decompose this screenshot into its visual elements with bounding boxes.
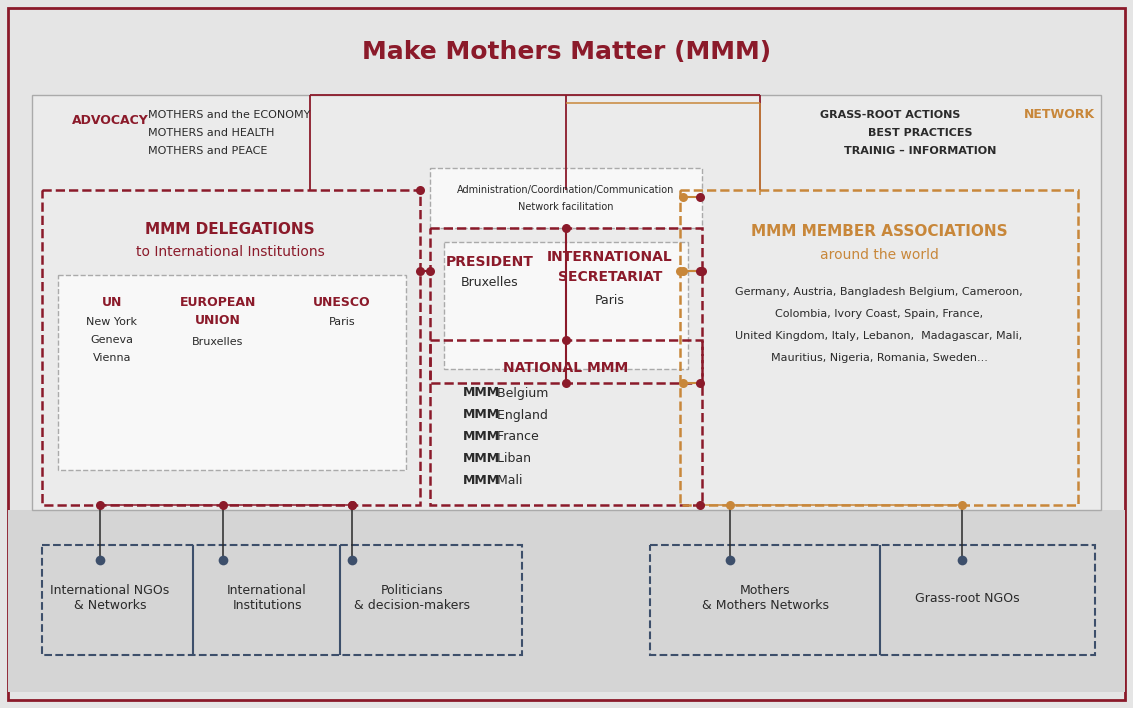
Text: Paris: Paris <box>595 294 625 307</box>
Text: MMM: MMM <box>463 474 500 488</box>
Text: MOTHERS and HEALTH: MOTHERS and HEALTH <box>148 128 274 138</box>
Bar <box>42 545 522 655</box>
Text: Paris: Paris <box>329 317 356 327</box>
Text: to International Institutions: to International Institutions <box>136 245 324 259</box>
Text: Germany, Austria, Bangladesh Belgium, Cameroon,: Germany, Austria, Bangladesh Belgium, Ca… <box>735 287 1023 297</box>
Text: Vienna: Vienna <box>93 353 131 363</box>
Text: BEST PRACTICES: BEST PRACTICES <box>868 128 972 138</box>
Text: Belgium: Belgium <box>493 387 548 399</box>
Text: Network facilitation: Network facilitation <box>518 202 614 212</box>
Text: MMM: MMM <box>463 452 500 465</box>
Text: Mothers
& Mothers Networks: Mothers & Mothers Networks <box>701 584 828 612</box>
Text: TRAINIG – INFORMATION: TRAINIG – INFORMATION <box>844 146 996 156</box>
Text: MMM DELEGATIONS: MMM DELEGATIONS <box>145 222 315 237</box>
Text: Grass-root NGOs: Grass-root NGOs <box>914 591 1020 605</box>
Text: Geneva: Geneva <box>91 335 134 345</box>
Text: MOTHERS and PEACE: MOTHERS and PEACE <box>148 146 267 156</box>
Bar <box>42 190 420 505</box>
Text: Make Mothers Matter (MMM): Make Mothers Matter (MMM) <box>361 40 772 64</box>
Text: United Kingdom, Italy, Lebanon,  Madagascar, Mali,: United Kingdom, Italy, Lebanon, Madagasc… <box>735 331 1023 341</box>
Text: MMM MEMBER ASSOCIATIONS: MMM MEMBER ASSOCIATIONS <box>751 224 1007 239</box>
Text: GRASS-ROOT ACTIONS: GRASS-ROOT ACTIONS <box>819 110 960 120</box>
Text: International
Institutions: International Institutions <box>227 584 307 612</box>
Text: New York: New York <box>86 317 137 327</box>
Text: SECRETARIAT: SECRETARIAT <box>557 270 662 284</box>
Text: NETWORK: NETWORK <box>1024 108 1094 122</box>
Text: France: France <box>493 430 539 443</box>
Text: MMM: MMM <box>463 409 500 421</box>
Text: EUROPEAN: EUROPEAN <box>180 295 256 309</box>
Text: International NGOs
& Networks: International NGOs & Networks <box>50 584 170 612</box>
Text: England: England <box>493 409 548 421</box>
Text: Administration/Coordination/Communication: Administration/Coordination/Communicatio… <box>458 185 674 195</box>
Bar <box>58 275 406 470</box>
Bar <box>431 168 702 228</box>
Text: Bruxelles: Bruxelles <box>461 277 519 290</box>
Text: ADVOCACY: ADVOCACY <box>73 113 148 127</box>
Text: PRESIDENT: PRESIDENT <box>446 255 534 269</box>
Text: Bruxelles: Bruxelles <box>193 337 244 347</box>
Bar <box>431 228 702 383</box>
Bar <box>650 545 1094 655</box>
Text: NATIONAL MMM: NATIONAL MMM <box>503 361 629 375</box>
Text: Colombia, Ivory Coast, Spain, France,: Colombia, Ivory Coast, Spain, France, <box>775 309 983 319</box>
Text: UN: UN <box>102 295 122 309</box>
Bar <box>680 190 1077 505</box>
Text: Liban: Liban <box>493 452 531 465</box>
Text: around the world: around the world <box>819 248 938 262</box>
Bar <box>444 242 688 369</box>
Bar <box>32 95 1101 510</box>
Text: UNESCO: UNESCO <box>313 295 370 309</box>
Text: MMM: MMM <box>463 430 500 443</box>
Text: UNION: UNION <box>195 314 241 326</box>
Bar <box>431 340 702 505</box>
Bar <box>8 510 1125 692</box>
Text: Mauritius, Nigeria, Romania, Sweden...: Mauritius, Nigeria, Romania, Sweden... <box>770 353 988 363</box>
Text: MMM: MMM <box>463 387 500 399</box>
Text: Mali: Mali <box>493 474 522 488</box>
Text: MOTHERS and the ECONOMY: MOTHERS and the ECONOMY <box>148 110 310 120</box>
Text: Politicians
& decision-makers: Politicians & decision-makers <box>353 584 470 612</box>
Text: INTERNATIONAL: INTERNATIONAL <box>547 250 673 264</box>
